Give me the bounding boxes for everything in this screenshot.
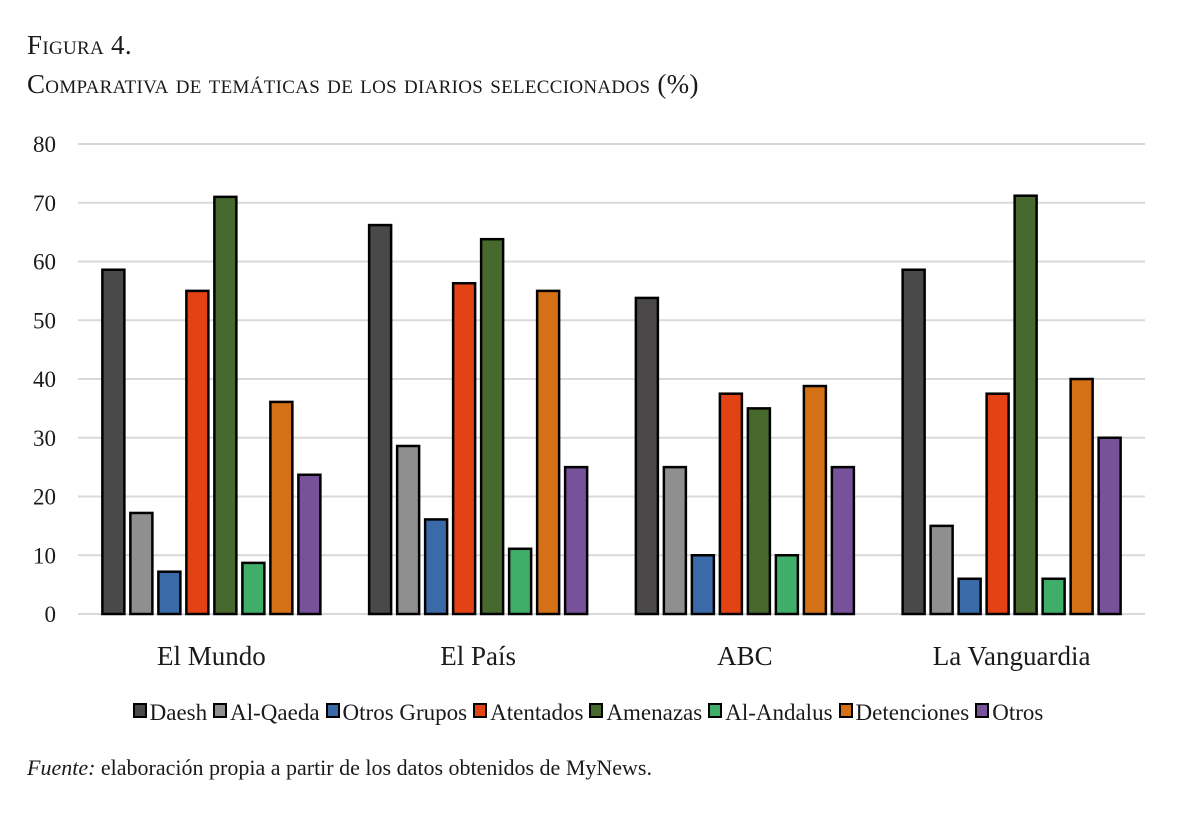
bar-daesh <box>101 268 126 616</box>
bars <box>101 194 1122 616</box>
legend-item: Atentados <box>473 700 583 726</box>
legend-item: Amenazas <box>589 700 702 726</box>
bar-chart: 0 10 20 30 40 50 60 70 80 El Mundo El País ABC La V… <box>33 132 1145 671</box>
bar-al-qaeda <box>662 465 688 616</box>
y-tick-label: 70 <box>33 191 56 216</box>
source-text: elaboración propia a partir de los datos… <box>95 755 652 780</box>
legend-swatch-icon <box>213 703 228 718</box>
y-tick-label: 50 <box>33 308 56 333</box>
legend-swatch-icon <box>975 703 990 718</box>
bar-amenazas <box>213 195 238 616</box>
bar-atentados <box>185 289 210 616</box>
bar-al-qaeda <box>395 444 421 616</box>
y-axis-ticks: 0 10 20 30 40 50 60 70 80 <box>33 132 56 627</box>
y-tick-label: 20 <box>33 485 56 510</box>
bar-al-andalus <box>1041 577 1066 616</box>
legend-item: Al-Qaeda <box>213 700 320 726</box>
legend-label: Daesh <box>149 700 208 725</box>
source-prefix: Fuente: <box>27 755 96 780</box>
bar-amenazas <box>479 237 505 616</box>
y-tick-label: 30 <box>33 426 56 451</box>
y-tick-label: 40 <box>33 367 56 392</box>
bar-otros <box>297 473 322 616</box>
source-note: Fuente: elaboración propia a partir de l… <box>27 755 652 781</box>
y-tick-label: 0 <box>45 602 57 627</box>
legend-label: Atentados <box>490 700 584 725</box>
x-category-label: El Mundo <box>157 641 266 671</box>
bar-atentados <box>451 281 477 616</box>
bar-amenazas <box>1013 194 1038 616</box>
bar-daesh <box>634 296 660 616</box>
bar-otros-grupos <box>423 518 449 616</box>
bar-al-qaeda <box>929 524 954 616</box>
x-axis-labels: El Mundo El País ABC La Vanguardia <box>157 641 1090 671</box>
x-category-label: ABC <box>717 641 773 671</box>
legend-item: Daesh <box>132 700 208 726</box>
bar-otros <box>563 465 589 616</box>
legend-item: Otros Grupos <box>325 700 468 726</box>
bar-otros <box>830 465 856 616</box>
legend-label: Al-Qaeda <box>230 700 320 725</box>
bar-daesh <box>367 223 393 616</box>
bar-detenciones <box>535 289 561 616</box>
bar-otros-grupos <box>690 554 716 616</box>
legend-swatch-icon <box>589 703 604 718</box>
bar-al-andalus <box>774 554 800 616</box>
gridlines <box>78 143 1145 615</box>
legend-item: Otros <box>975 700 1043 726</box>
legend-item: Al-Andalus <box>708 700 833 726</box>
legend: Daesh Al-Qaeda Otros Grupos Atentados Amenaz… <box>0 700 1178 726</box>
bar-al-andalus <box>241 561 266 616</box>
x-category-label: El País <box>440 641 516 671</box>
legend-swatch-icon <box>473 703 488 718</box>
legend-label: Detenciones <box>855 700 970 725</box>
bar-otros-grupos <box>157 570 182 616</box>
x-category-label: La Vanguardia <box>933 641 1091 671</box>
y-tick-label: 10 <box>33 543 56 568</box>
legend-label: Al-Andalus <box>725 700 833 725</box>
legend-label: Otros <box>992 700 1044 725</box>
legend-swatch-icon <box>708 703 723 718</box>
bar-atentados <box>718 392 744 616</box>
legend-swatch-icon <box>838 703 853 718</box>
figure-title: Comparativa de temáticas de los diarios … <box>27 69 699 99</box>
bar-al-qaeda <box>129 511 154 616</box>
bar-detenciones <box>269 400 294 616</box>
bar-otros-grupos <box>957 577 982 616</box>
bar-daesh <box>901 268 926 616</box>
bar-detenciones <box>1069 377 1094 616</box>
bar-al-andalus <box>507 547 533 616</box>
legend-item: Detenciones <box>838 700 970 726</box>
y-tick-label: 60 <box>33 250 56 275</box>
bar-amenazas <box>746 407 772 616</box>
legend-label: Amenazas <box>606 700 703 725</box>
y-tick-label: 80 <box>33 132 56 157</box>
legend-label: Otros Grupos <box>342 700 468 725</box>
bar-detenciones <box>802 384 828 616</box>
legend-swatch-icon <box>325 703 340 718</box>
legend-swatch-icon <box>132 703 147 718</box>
figure-label: Figura 4. <box>27 30 132 60</box>
bar-atentados <box>985 392 1010 616</box>
bar-otros <box>1097 436 1122 616</box>
